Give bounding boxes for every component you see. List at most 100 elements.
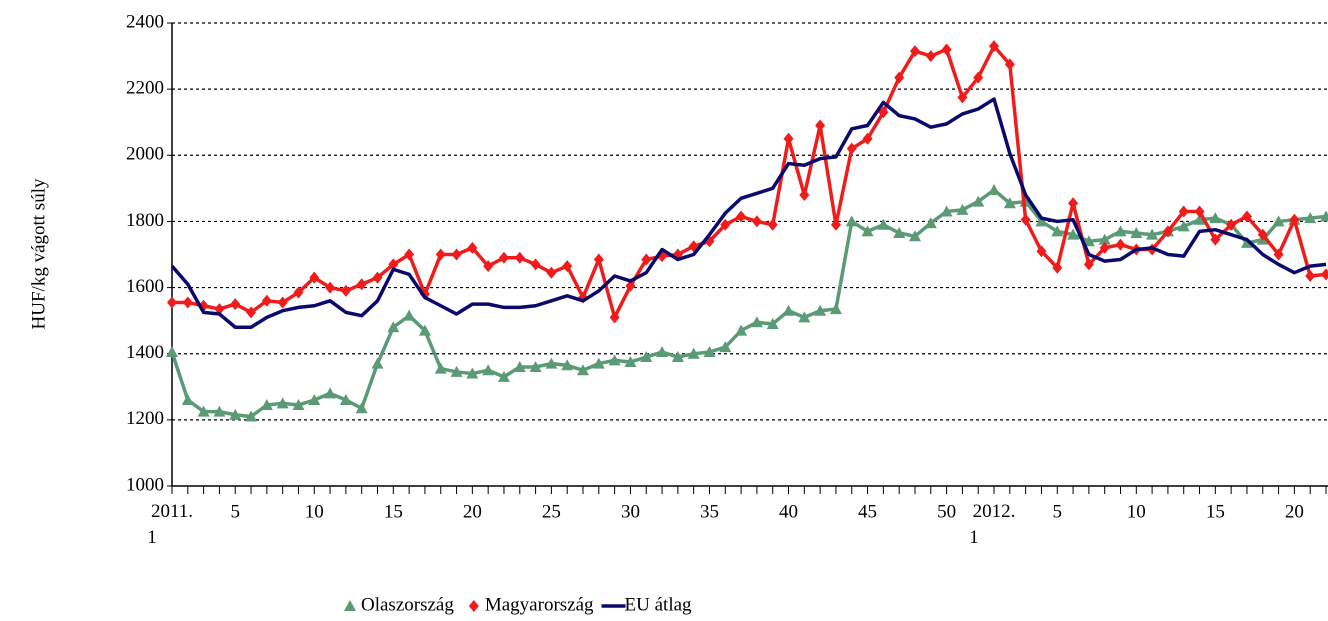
y-tick-label: 2000: [126, 144, 164, 165]
marker: [1114, 225, 1127, 237]
marker: [720, 218, 731, 231]
marker: [276, 397, 289, 409]
marker: [483, 260, 494, 273]
marker: [893, 227, 906, 239]
marker: [1115, 238, 1126, 251]
x-tick-label: 50: [937, 501, 956, 522]
marker: [956, 203, 969, 215]
marker: [641, 253, 652, 266]
marker: [467, 241, 478, 254]
marker: [514, 251, 525, 264]
series-line: [170, 188, 1327, 419]
marker: [845, 215, 858, 227]
x-tick-label: 30: [621, 501, 640, 522]
marker: [498, 251, 509, 264]
marker: [324, 387, 337, 399]
marker: [1193, 213, 1206, 225]
marker: [815, 119, 826, 132]
marker: [1209, 212, 1222, 224]
marker: [450, 365, 463, 377]
marker: [1305, 269, 1316, 282]
marker: [624, 355, 637, 367]
legend-label: Olaszország: [361, 594, 454, 615]
marker: [562, 260, 573, 273]
marker: [1177, 220, 1190, 232]
marker: [703, 346, 716, 358]
x-tick-label: 45: [858, 501, 877, 522]
marker: [829, 303, 842, 315]
marker: [1098, 233, 1111, 245]
legend-label: EU átlag: [625, 594, 693, 615]
marker: [577, 364, 590, 376]
marker: [1162, 225, 1173, 238]
x-tick-label: 5: [1053, 501, 1063, 522]
marker: [181, 394, 194, 406]
marker: [1146, 228, 1159, 240]
marker: [924, 217, 937, 229]
marker: [766, 317, 779, 329]
marker: [656, 346, 669, 358]
marker: [625, 279, 636, 292]
marker: [356, 278, 367, 291]
marker: [530, 258, 541, 271]
marker: [1035, 215, 1048, 227]
marker: [403, 309, 416, 321]
marker: [309, 271, 320, 284]
marker: [909, 45, 920, 58]
marker: [466, 367, 479, 379]
marker: [1020, 213, 1031, 226]
marker: [767, 218, 778, 231]
marker: [609, 311, 620, 324]
marker: [1210, 233, 1221, 246]
marker: [608, 354, 621, 366]
x-tick-label: 15: [384, 501, 403, 522]
y-tick-label: 1400: [126, 342, 164, 363]
marker: [1003, 197, 1016, 209]
marker: [783, 132, 794, 145]
marker: [592, 357, 605, 369]
marker: [1082, 235, 1095, 247]
marker: [1289, 213, 1300, 226]
marker: [339, 394, 352, 406]
marker: [894, 71, 905, 84]
marker: [1036, 245, 1047, 258]
marker: [230, 298, 241, 311]
marker: [260, 398, 273, 410]
x-tick-label: 2011. 1: [147, 501, 193, 548]
marker: [1226, 218, 1237, 231]
marker: [814, 304, 827, 316]
marker: [1178, 205, 1189, 218]
marker: [545, 357, 558, 369]
x-tick-label: 15: [1206, 501, 1225, 522]
marker: [972, 195, 985, 207]
marker: [593, 253, 604, 266]
marker: [1004, 58, 1015, 71]
marker: [846, 142, 857, 155]
marker: [213, 405, 226, 417]
marker: [925, 50, 936, 63]
marker: [782, 304, 795, 316]
y-tick-label: 1200: [126, 408, 164, 429]
marker: [908, 230, 921, 242]
marker: [246, 306, 257, 319]
legend-marker: [344, 600, 356, 611]
x-tick-label: 20: [463, 501, 482, 522]
marker: [404, 248, 415, 261]
marker: [435, 248, 446, 261]
y-tick-label: 1800: [126, 210, 164, 231]
marker: [671, 351, 684, 363]
marker: [308, 394, 321, 406]
marker: [1240, 236, 1253, 248]
marker: [229, 408, 242, 420]
marker: [434, 362, 447, 374]
marker: [719, 341, 732, 353]
marker: [513, 360, 526, 372]
marker: [989, 40, 1000, 53]
x-tick-label: 25: [542, 501, 561, 522]
marker: [1067, 228, 1080, 240]
marker: [166, 346, 178, 358]
marker: [340, 284, 351, 297]
marker: [736, 210, 747, 223]
y-tick-label: 1600: [126, 276, 164, 297]
